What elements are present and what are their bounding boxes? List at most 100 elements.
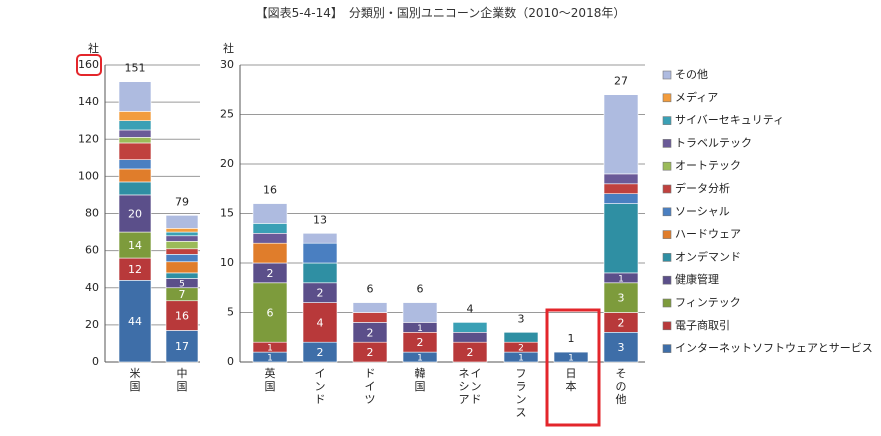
legend-label: フィンテック (675, 296, 741, 309)
bar-segment (252, 282, 288, 343)
bar-segment (603, 282, 639, 313)
bar-segment (165, 272, 199, 279)
bar-segment (165, 228, 199, 233)
bar-segment (118, 81, 152, 112)
bar-segment (603, 94, 639, 175)
legend-swatch (662, 275, 672, 285)
category-label: ツ (365, 393, 376, 406)
y-tick-label: 0 (92, 355, 99, 368)
category-label: ン (516, 393, 527, 406)
total-data-label: 6 (417, 283, 424, 296)
legend-swatch (662, 253, 672, 262)
bar-segment (603, 173, 639, 185)
legend-swatch (662, 70, 672, 80)
category-label: ド (315, 393, 326, 406)
legend-label: ハードウェア (675, 228, 741, 241)
bar-segment (302, 302, 338, 343)
bar-segment (165, 330, 199, 363)
category-label: ア (459, 393, 470, 406)
segment-data-label: 16 (175, 310, 189, 323)
segment-data-label: 1 (417, 324, 423, 334)
segment-data-label: 2 (417, 336, 424, 349)
category-label: ネ (459, 367, 470, 380)
bar-segment (118, 280, 152, 363)
total-data-label: 1 (568, 332, 575, 345)
bar-segment (352, 312, 388, 323)
bar-segment (302, 242, 338, 264)
legend-label: データ分析 (675, 181, 730, 195)
y-tick-label: 140 (78, 95, 99, 108)
bar-segment (165, 300, 199, 331)
legend-label: ソーシャル (675, 205, 730, 218)
bar-segment (118, 142, 152, 160)
segment-data-label: 2 (467, 346, 474, 359)
category-label: ド (471, 393, 482, 406)
legend-label: インターネットソフトウェアとサービス (675, 342, 873, 355)
legend-label: オンデマンド (675, 249, 741, 263)
y-tick-label: 80 (85, 207, 99, 220)
category-label: ド (365, 367, 376, 380)
segment-data-label: 1 (267, 344, 273, 354)
bar-segment (165, 231, 199, 237)
bar-segment (165, 235, 199, 242)
category-label: ス (516, 406, 527, 419)
bar-segment (352, 302, 388, 313)
segment-data-label: 3 (618, 341, 625, 354)
legend-swatch (662, 93, 672, 103)
legend-label: オートテック (675, 159, 741, 172)
legend-swatch (662, 207, 672, 217)
segment-data-label: 1 (568, 354, 574, 364)
segment-data-label: 3 (618, 292, 625, 305)
highlight-box (76, 54, 102, 76)
y-tick-label: 40 (85, 281, 99, 294)
legend-swatch (662, 230, 672, 239)
segment-data-label: 2 (317, 346, 324, 359)
segment-data-label: 2 (367, 326, 374, 339)
y-tick-label: 25 (220, 108, 234, 121)
y-tick-label: 0 (227, 355, 234, 368)
bar-segment (603, 193, 639, 204)
y-tick-label: 100 (78, 169, 99, 182)
segment-data-label: 14 (128, 239, 142, 252)
segment-data-label: 4 (317, 316, 324, 329)
legend-swatch (662, 116, 672, 125)
segment-data-label: 2 (267, 267, 274, 280)
bar-segment (118, 159, 152, 170)
legend-swatch (662, 161, 672, 171)
highlight-box (545, 308, 601, 427)
bar-segment (118, 129, 152, 138)
segment-data-label: 1 (618, 274, 624, 284)
total-data-label: 13 (313, 213, 327, 226)
category-label: そ (616, 367, 627, 380)
y-tick-label: 5 (227, 306, 234, 319)
bar-segment (252, 242, 288, 264)
segment-data-label: 1 (417, 354, 423, 364)
category-label: 米 (130, 367, 141, 380)
bar-segment (603, 203, 639, 274)
category-label: ラ (516, 380, 527, 393)
category-label: 英 (265, 366, 276, 380)
legend-swatch (662, 184, 672, 194)
y-tick-label: 120 (78, 132, 99, 145)
category-label: ン (471, 380, 482, 393)
segment-data-label: 1 (518, 354, 524, 364)
category-label: イ (365, 380, 376, 393)
chart-title: 【図表5-4-14】 分類別・国別ユニコーン企業数（2010～2018年） (255, 6, 626, 20)
legend-swatch (662, 298, 672, 308)
bar-segment (252, 223, 288, 234)
y-tick-label: 10 (220, 256, 234, 269)
category-label: イ (315, 367, 326, 380)
legend-label: その他 (675, 68, 708, 81)
total-data-label: 3 (518, 312, 525, 325)
bar-segment (603, 183, 639, 195)
bar-segment (252, 233, 288, 244)
category-label: ン (315, 380, 326, 393)
segment-data-label: 5 (179, 280, 185, 290)
category-label: 中 (177, 367, 188, 380)
y-axis-unit: 社 (223, 41, 234, 55)
bar-segment (603, 331, 639, 363)
y-tick-label: 15 (220, 207, 234, 220)
bar-segment (252, 203, 288, 224)
segment-data-label: 1 (267, 354, 273, 364)
